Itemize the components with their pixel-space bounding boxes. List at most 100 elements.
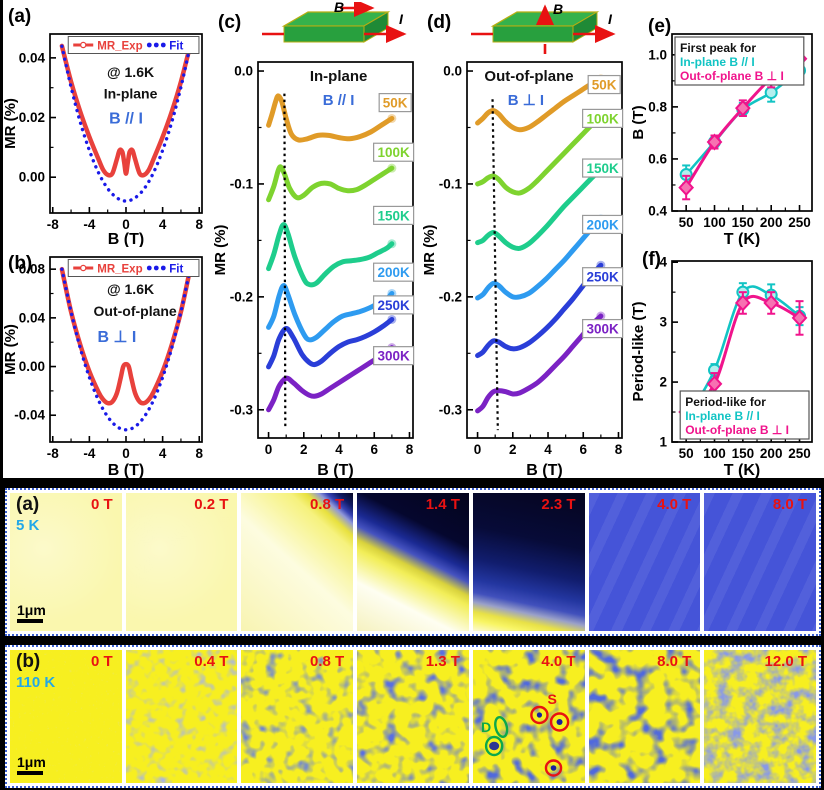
field-label: 4.0 T [657, 496, 692, 513]
svg-text:50: 50 [679, 215, 694, 230]
mfm-image-5k-0t: (a) 5 K 0 T 1μm [10, 493, 122, 631]
panel-b-tag: (b) [8, 253, 33, 274]
svg-text:50: 50 [679, 446, 694, 461]
svg-text:0.6: 0.6 [648, 151, 667, 166]
scalebar: 1μm [17, 754, 46, 775]
svg-text:8: 8 [195, 446, 203, 461]
svg-text:150K: 150K [586, 161, 619, 176]
mfm-image-110k-8t: 8.0 T [588, 650, 701, 783]
row-a-tag: (a) [16, 494, 40, 515]
field-label: 8.0 T [772, 496, 808, 513]
svg-text:250K: 250K [377, 298, 410, 313]
svg-text:Out-of-plane: Out-of-plane [484, 68, 573, 85]
svg-text:B (T): B (T) [317, 462, 353, 478]
series-150K [266, 222, 397, 288]
scalebar: 1μm [17, 602, 46, 623]
svg-text:Out-of-plane B ⊥ I: Out-of-plane B ⊥ I [680, 69, 784, 83]
chart-waterfall-inplane: 0 2 4 6 8 0.0 -0.1 -0.2 -0.3 B (T) MR (%) 50K 100K 15… [212, 61, 415, 478]
svg-text:Period-like for: Period-like for [685, 395, 766, 409]
svg-text:MR (%): MR (%) [421, 225, 438, 276]
svg-text:B // I: B // I [323, 92, 355, 109]
panel-c-tag: (c) [218, 12, 242, 33]
mfm-row-5k: (a) 5 K 0 T 1μm 0.2 T 0.8 T 1.4 T 2.3 T … [5, 488, 821, 636]
panel-waterfall-inplane: (c) B I 0 2 4 6 8 0.0 -0.1 -0.2 -0.3 B (T) MR (%) 5… [212, 0, 421, 478]
chart-mr-vs-b-outofplane: -8 -4 0 4 8 -0.04 0.00 0.04 0.08 B (T) MR (%) @ 1.6… [2, 256, 203, 478]
svg-text:4: 4 [159, 217, 167, 232]
svg-text:4: 4 [544, 442, 552, 457]
panel-first-peak: (e) 50 100 150 200 250 0.4 0.6 0.8 1.0 T (K) B (T)… [630, 0, 824, 247]
svg-text:-0.1: -0.1 [439, 176, 463, 191]
field-label: 12.0 T [764, 653, 808, 670]
skyrmion-dark-dot [556, 719, 563, 725]
svg-text:MR (%): MR (%) [2, 98, 19, 149]
svg-text:6: 6 [579, 442, 587, 457]
mfm-image-110k-0p4t: 0.4 T [125, 650, 238, 783]
svg-text:100K: 100K [586, 111, 619, 126]
field-label: 0 T [91, 653, 113, 670]
svg-text:4: 4 [335, 442, 343, 457]
row-a-temperature: 5 K [16, 517, 40, 534]
svg-text:Period-like (T): Period-like (T) [630, 301, 647, 401]
svg-text:100: 100 [703, 215, 726, 230]
chart-waterfall-outofplane: 0 2 4 6 8 0.0 -0.1 -0.2 -0.3 B (T) MR (%) 50K 100K 15… [421, 61, 624, 478]
svg-text:MR_Exp: MR_Exp [97, 264, 142, 276]
panel-d-tag: (d) [427, 12, 452, 33]
scalebar-text: 1μm [17, 602, 46, 618]
single-skyrmion-label: S [547, 691, 556, 707]
mfm-image-110k-0p8t: 0.8 T [241, 650, 354, 783]
slab-front-face [283, 25, 365, 43]
svg-text:6: 6 [370, 442, 378, 457]
series-100K [266, 163, 397, 203]
speckle-texture [241, 650, 354, 783]
svg-text:0: 0 [474, 442, 482, 457]
series-Fit [60, 267, 192, 432]
svg-text:-4: -4 [83, 446, 95, 461]
row-b-temperature: 110 K [16, 674, 56, 691]
svg-text:-0.04: -0.04 [14, 408, 45, 423]
svg-text:1: 1 [659, 435, 667, 450]
svg-text:150K: 150K [377, 208, 410, 223]
svg-text:8: 8 [615, 442, 623, 457]
panel-f-tag: (f) [642, 249, 661, 270]
inplane-field-schematic: B I [262, 2, 407, 44]
svg-text:2: 2 [509, 442, 517, 457]
svg-text:250: 250 [788, 215, 811, 230]
speckle-texture [357, 650, 469, 783]
current-label: I [399, 11, 404, 27]
mfm-row-110k: (b) 110 K 0 T 1μm 0.4 T 0.8 T 1.3 T [5, 645, 821, 788]
svg-text:0: 0 [122, 446, 130, 461]
svg-text:300K: 300K [377, 349, 410, 364]
scalebar-text: 1μm [17, 754, 46, 770]
field-label: 0.2 T [194, 496, 229, 513]
svg-text:300K: 300K [586, 322, 619, 337]
mfm-image-5k-0p8t: 0.8 T [241, 493, 354, 631]
panel-a-tag: (a) [8, 6, 32, 27]
svg-text:200K: 200K [586, 217, 619, 232]
mfm-image-5k-1p4t: 1.4 T [357, 493, 469, 631]
svg-text:0: 0 [122, 217, 130, 232]
mfm-image-5k-2p3t: 2.3 T [472, 493, 585, 631]
svg-text:-8: -8 [47, 217, 59, 232]
svg-text:200K: 200K [377, 265, 410, 280]
svg-text:250K: 250K [586, 270, 619, 285]
field-label: 1.3 T [425, 653, 460, 670]
svg-text:0.04: 0.04 [19, 50, 46, 65]
mfm-image-5k-8t: 8.0 T [704, 493, 817, 631]
svg-text:MR (%): MR (%) [212, 225, 229, 276]
svg-text:100K: 100K [377, 145, 410, 160]
chart-mr-vs-b-inplane: -8 -4 0 4 8 0.00 0.02 0.04 B (T) MR (%) @ 1.6K In-p… [2, 33, 203, 247]
svg-text:In-plane: In-plane [310, 68, 368, 85]
svg-text:-0.2: -0.2 [230, 289, 253, 304]
svg-text:MR (%): MR (%) [2, 324, 19, 375]
b-field-label: B [553, 2, 563, 17]
svg-text:0.00: 0.00 [19, 359, 45, 374]
svg-text:200: 200 [760, 446, 783, 461]
svg-text:0.08: 0.08 [19, 262, 46, 277]
svg-text:250: 250 [788, 446, 811, 461]
panel-waterfall-outofplane: (d) B I 0 2 4 6 8 0.0 -0.1 -0.2 -0.3 B (T) MR (%) 5… [421, 0, 630, 478]
svg-text:B (T): B (T) [526, 462, 562, 478]
svg-text:B (T): B (T) [108, 462, 144, 478]
field-label: 1.4 T [425, 496, 460, 513]
series-50K [266, 93, 397, 143]
